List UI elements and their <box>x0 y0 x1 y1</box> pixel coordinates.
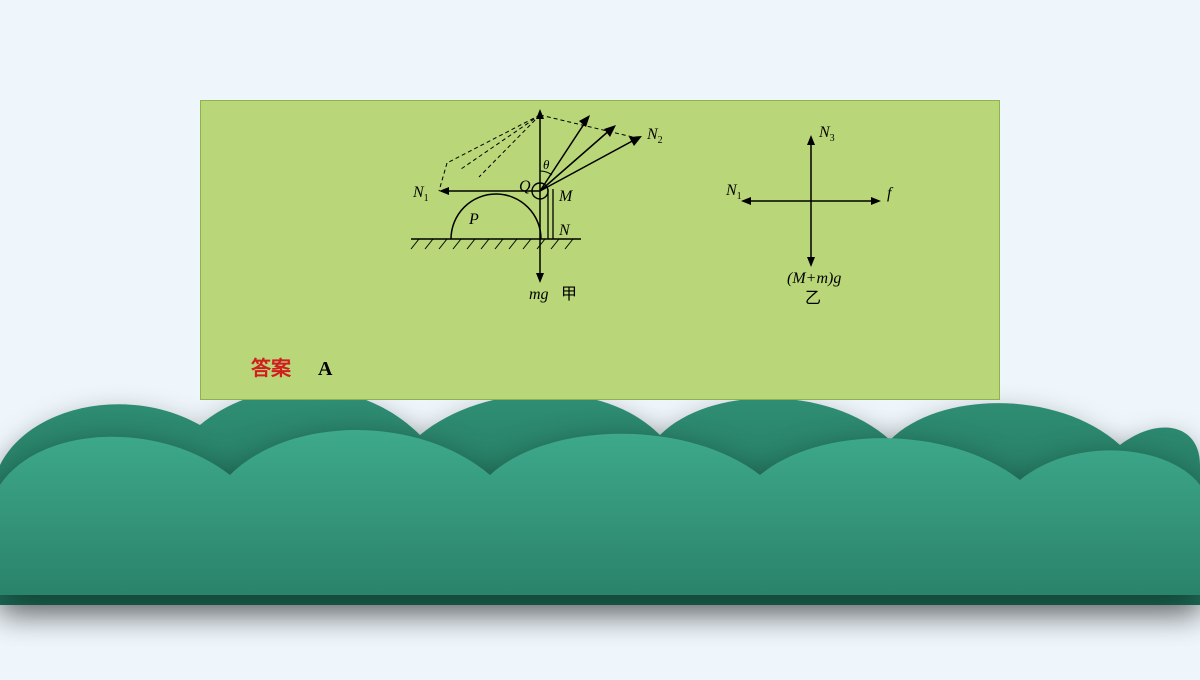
caption-left: 甲 <box>561 286 577 303</box>
answer-label: 答案 <box>251 358 291 380</box>
label-f: f <box>887 185 894 202</box>
caption-right: 乙 <box>805 290 821 307</box>
physics-diagrams: P M N Q mg <box>201 101 1001 321</box>
label-M: M <box>558 188 574 205</box>
hill-row-front <box>0 375 1200 595</box>
label-mg: mg <box>529 286 549 303</box>
answer-value: A <box>318 358 332 380</box>
diagram-area: P M N Q mg <box>201 101 999 321</box>
answer-line: 答案 A <box>251 352 332 381</box>
hill-front-svg <box>0 375 1200 595</box>
diagram-right: N3 (M+m)g N1 f 乙 <box>725 124 894 307</box>
label-weight: (M+m)g <box>787 270 841 287</box>
label-N1-right: N1 <box>725 182 742 202</box>
label-Q: Q <box>519 178 531 195</box>
label-N: N <box>558 222 571 239</box>
content-box: P M N Q mg <box>200 100 1000 400</box>
label-P: P <box>468 211 479 228</box>
label-theta: θ <box>543 157 550 172</box>
label-N3: N3 <box>818 124 835 144</box>
label-N2: N2 <box>646 126 663 146</box>
label-N1-left: N1 <box>412 184 429 204</box>
diagram-left: P M N Q mg <box>411 109 663 303</box>
